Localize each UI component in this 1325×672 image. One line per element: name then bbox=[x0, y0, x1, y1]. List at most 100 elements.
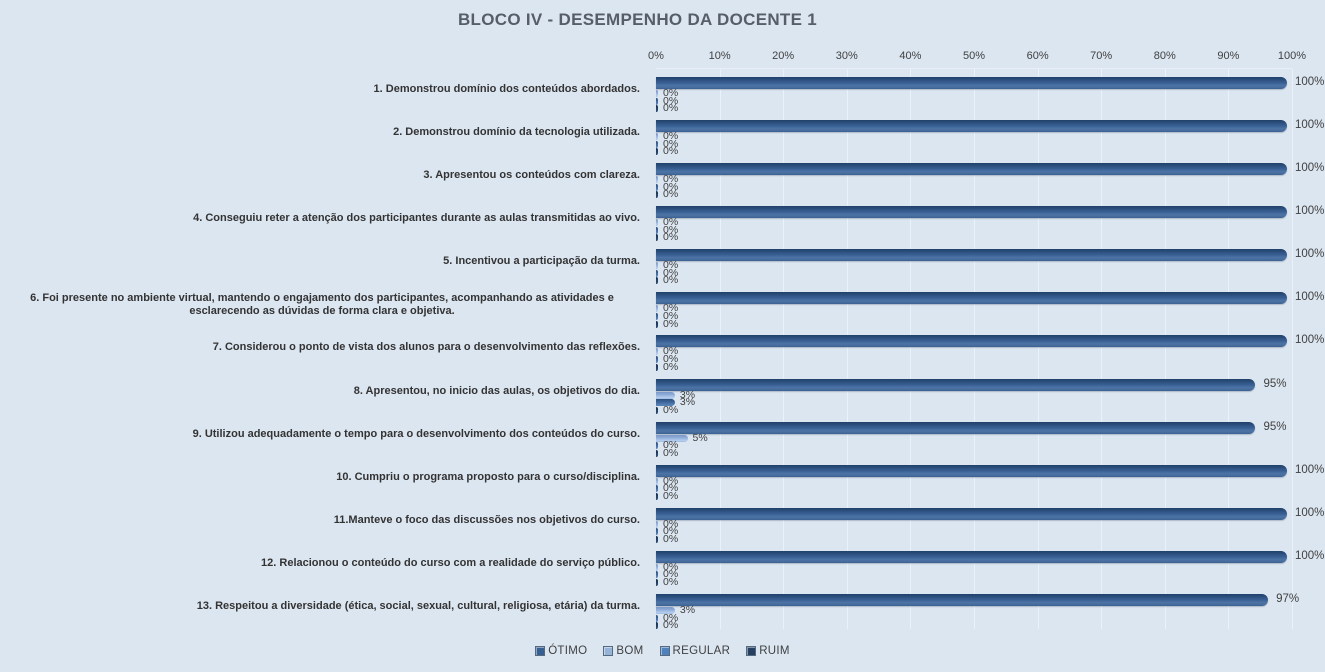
gridline bbox=[1164, 69, 1166, 629]
gridline bbox=[783, 69, 785, 629]
gridline bbox=[1292, 69, 1293, 629]
category-label: 12. Relacionou o conteúdo do curso com a… bbox=[261, 556, 640, 569]
bar-regular bbox=[656, 442, 658, 450]
bar-ruim bbox=[656, 406, 658, 414]
bar-otimo bbox=[656, 163, 1287, 176]
data-label-ruim: 0% bbox=[663, 188, 679, 201]
bar-bom bbox=[656, 305, 658, 313]
bar-bom bbox=[656, 434, 688, 442]
bar-bom bbox=[656, 606, 675, 614]
bar-bom bbox=[656, 477, 658, 485]
data-label-regular: 0% bbox=[663, 137, 679, 150]
axis-tick-label: 80% bbox=[1153, 50, 1176, 62]
axis-tick-label: 90% bbox=[1217, 50, 1240, 62]
category-label: 6. Foi presente no ambiente virtual, man… bbox=[30, 291, 614, 317]
axis-tick-label: 40% bbox=[899, 50, 922, 62]
data-label-regular: 0% bbox=[663, 180, 679, 193]
bar-regular bbox=[656, 614, 658, 622]
bar-ruim bbox=[656, 191, 658, 199]
data-label-otimo: 97% bbox=[1276, 592, 1300, 605]
bar-bom bbox=[656, 90, 658, 97]
category-label: 3. Apresentou os conteúdos com clareza. bbox=[423, 169, 640, 182]
legend-marker-icon bbox=[746, 646, 757, 656]
category-label: 10. Cumpriu o programa proposto para o c… bbox=[336, 470, 640, 483]
bar-bom bbox=[656, 176, 658, 184]
data-label-bom: 0% bbox=[663, 345, 679, 358]
data-label-bom: 3% bbox=[679, 603, 696, 616]
data-label-ruim: 0% bbox=[663, 102, 679, 115]
data-label-regular: 0% bbox=[663, 223, 679, 236]
bar-otimo bbox=[656, 378, 1256, 391]
bar-regular bbox=[656, 312, 658, 320]
bar-group: 100% 0% 0% 0% bbox=[656, 327, 1324, 373]
data-label-bom: 0% bbox=[663, 87, 679, 99]
data-label-bom: 0% bbox=[663, 130, 679, 143]
bar-regular bbox=[656, 485, 658, 493]
bar-otimo bbox=[656, 421, 1256, 434]
data-label-ruim: 0% bbox=[663, 532, 679, 545]
bar-regular bbox=[656, 528, 658, 536]
bar-regular bbox=[656, 140, 658, 148]
bar-ruim bbox=[656, 234, 658, 242]
data-label-otimo: 100% bbox=[1295, 76, 1325, 88]
bar-group: 100% 0% 0% 0% bbox=[656, 500, 1324, 545]
legend-item-regular: REGULAR bbox=[659, 645, 731, 657]
data-label-otimo: 95% bbox=[1263, 377, 1287, 390]
data-label-bom: 3% bbox=[679, 388, 696, 401]
legend-item-ruim: RUIM bbox=[746, 645, 790, 657]
bar-otimo bbox=[656, 550, 1287, 563]
category-label: 13. Respeitou a diversidade (ética, soci… bbox=[196, 599, 640, 612]
gridline bbox=[719, 69, 721, 629]
data-label-otimo: 100% bbox=[1295, 291, 1325, 304]
data-label-otimo: 95% bbox=[1263, 420, 1287, 433]
bar-regular bbox=[656, 571, 658, 579]
bar-group: 100% 0% 0% 0% bbox=[656, 457, 1324, 501]
legend-label: BOM bbox=[616, 645, 644, 657]
bar-regular bbox=[656, 226, 658, 234]
data-label-ruim: 0% bbox=[663, 274, 679, 287]
data-label-regular: 0% bbox=[663, 353, 679, 366]
bar-ruim bbox=[656, 579, 658, 587]
data-label-otimo: 100% bbox=[1295, 549, 1325, 562]
data-label-otimo: 100% bbox=[1295, 506, 1325, 519]
bar-bom bbox=[656, 133, 658, 141]
gridline bbox=[1037, 69, 1039, 629]
bar-otimo bbox=[656, 335, 1287, 348]
data-label-regular: 0% bbox=[663, 482, 679, 495]
axis-tick-label: 60% bbox=[1026, 50, 1049, 62]
axis-tick-label: 70% bbox=[1090, 50, 1113, 62]
data-label-bom: 0% bbox=[663, 302, 679, 315]
bar-ruim bbox=[656, 622, 658, 630]
bar-group: 100% 0% 0% 0% bbox=[656, 198, 1324, 243]
bar-ruim bbox=[656, 148, 658, 156]
bar-ruim bbox=[656, 492, 658, 500]
data-label-regular: 0% bbox=[663, 611, 679, 624]
data-label-otimo: 100% bbox=[1295, 334, 1325, 347]
data-label-regular: 0% bbox=[663, 94, 679, 107]
bar-group: 100% 0% 0% 0% bbox=[656, 69, 1324, 115]
bar-bom bbox=[656, 262, 658, 270]
data-label-regular: 3% bbox=[679, 396, 696, 409]
legend: ÓTIMO BOM REGULAR RUIM bbox=[0, 643, 1325, 659]
data-label-ruim: 0% bbox=[663, 446, 679, 459]
bar-ruim bbox=[656, 277, 658, 285]
data-label-otimo: 100% bbox=[1295, 248, 1325, 261]
bar-otimo bbox=[656, 593, 1269, 606]
data-label-otimo: 100% bbox=[1295, 463, 1325, 476]
category-label: 2. Demonstrou domínio da tecnologia util… bbox=[393, 126, 640, 139]
category-label: 4. Conseguiu reter a atenção dos partici… bbox=[193, 212, 640, 225]
gridline bbox=[846, 69, 848, 629]
data-label-bom: 0% bbox=[663, 560, 679, 573]
legend-marker-icon bbox=[603, 646, 614, 656]
bar-otimo bbox=[656, 206, 1287, 219]
gridline bbox=[910, 69, 912, 629]
data-label-bom: 0% bbox=[663, 517, 679, 530]
bar-ruim bbox=[656, 105, 658, 113]
legend-marker-icon bbox=[659, 646, 670, 656]
data-label-ruim: 0% bbox=[663, 360, 679, 373]
data-label-ruim: 0% bbox=[663, 576, 679, 589]
legend-label: ÓTIMO bbox=[548, 645, 588, 657]
legend-item-bom: BOM bbox=[603, 645, 643, 657]
category-label: 9. Utilizou adequadamente o tempo para o… bbox=[192, 427, 640, 440]
